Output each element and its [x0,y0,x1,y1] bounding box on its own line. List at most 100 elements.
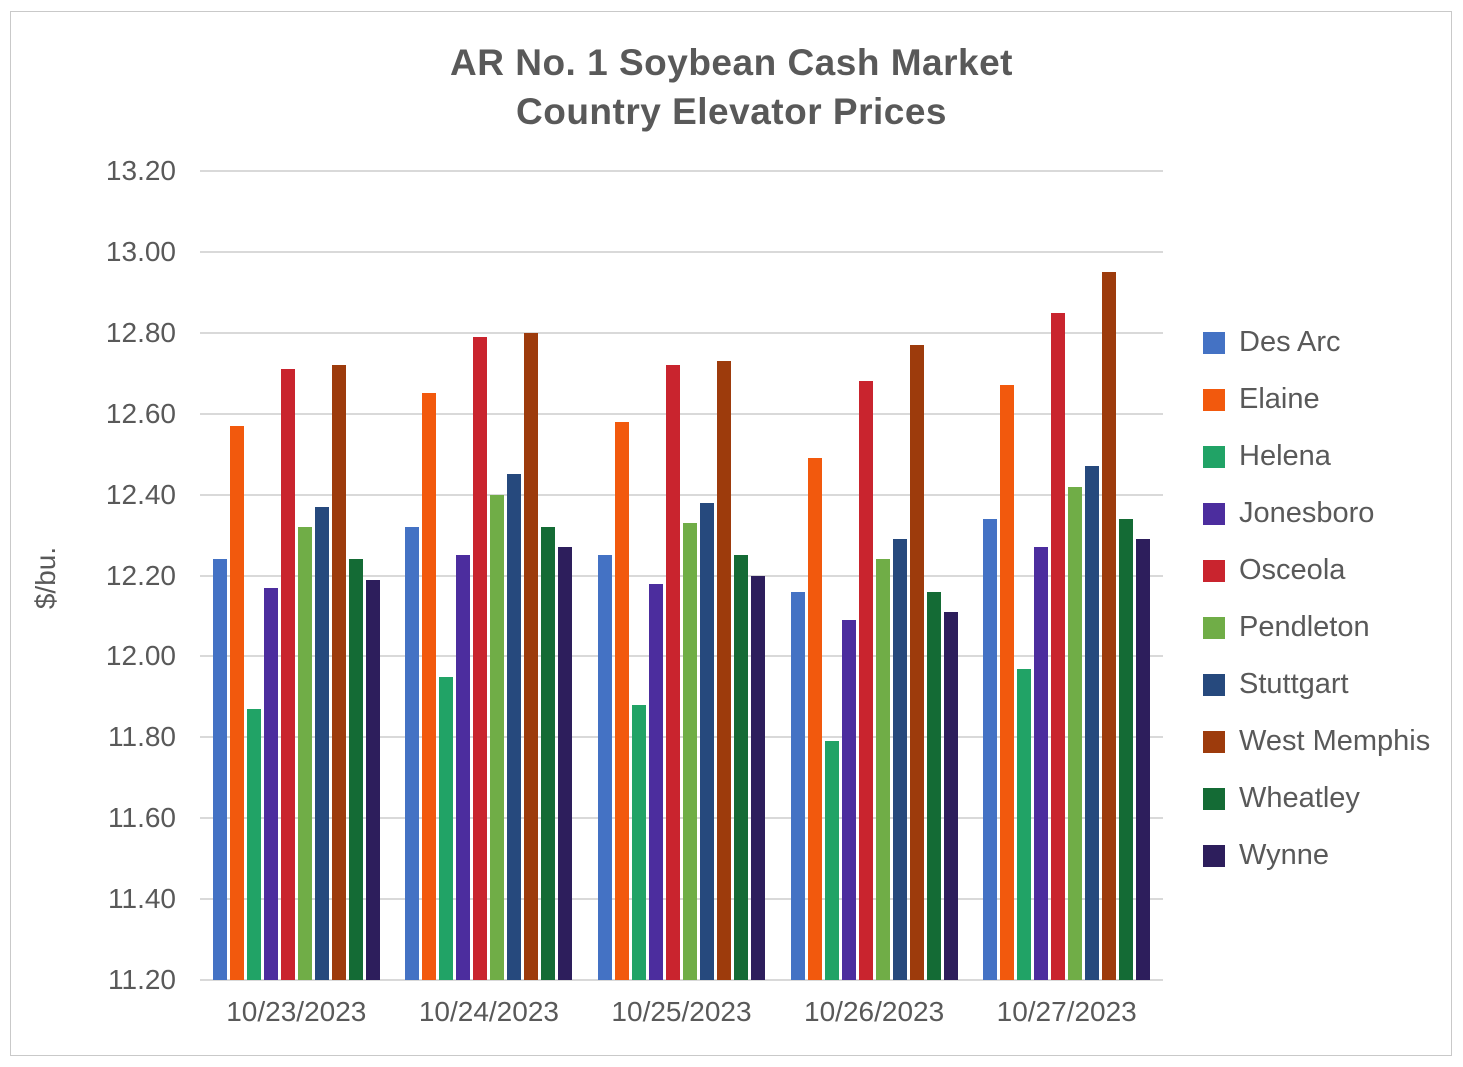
bar [365,579,380,980]
bar [1119,518,1134,980]
y-axis-tick-label: 13.00 [105,235,176,267]
legend-label: Pendleton [1239,611,1370,643]
bar [1051,312,1066,980]
bar [632,704,646,980]
gridline [200,250,1163,253]
y-axis-tick-label: 12.00 [105,640,176,672]
x-axis-tick-label: 10/24/2023 [418,996,559,1027]
bar [473,336,488,980]
bar [456,555,471,980]
bar [649,583,663,980]
legend-swatch [1203,730,1225,753]
legend-item: Osceola [1203,554,1430,586]
bar [1000,385,1015,980]
y-axis-tick-label: 12.40 [105,478,176,510]
legend-swatch [1203,559,1225,582]
gridline [200,979,1163,981]
legend-label: West Memphis [1239,725,1431,757]
gridline [200,655,1163,658]
bar [541,526,556,980]
legend-label: Jonesboro [1239,497,1375,529]
gridline [200,817,1163,820]
legend-label: Stuttgart [1239,668,1349,700]
y-axis-tick-label: 11.40 [108,883,176,915]
chart-subtitle: Country Elevator Prices [516,91,947,132]
bar [717,361,731,980]
bar [1136,539,1151,980]
legend-label: Osceola [1239,554,1346,586]
y-axis-tick-label: 13.20 [105,155,176,186]
legend-label: Wheatley [1239,782,1360,814]
bar [824,741,839,980]
bar [212,559,227,980]
bar [926,591,941,980]
legend-item: Wynne [1203,839,1430,871]
chart-frame [10,11,1452,1056]
legend-item: Helena [1203,440,1430,472]
bar [751,575,765,980]
bar [598,555,612,980]
bar [507,474,522,980]
bar [348,559,363,980]
y-axis-tick-label: 11.60 [108,802,176,834]
legend-item: Des Arc [1203,326,1430,358]
legend-item: Wheatley [1203,782,1430,814]
legend-swatch [1203,502,1225,525]
legend-item: Elaine [1203,383,1430,415]
bar [524,332,539,980]
bar [807,458,822,980]
bar-group [983,171,1151,980]
bar [683,522,697,980]
bar [490,494,505,980]
gridline [200,898,1163,901]
bar [615,421,629,980]
bar [229,425,244,980]
y-axis-tick-label: 11.80 [108,721,176,753]
legend-swatch [1203,445,1225,468]
bar [1034,547,1049,980]
bar [983,518,998,980]
legend-swatch [1203,331,1225,354]
bar [875,559,890,980]
bar [422,393,437,980]
y-axis-tick-label: 12.60 [105,397,176,429]
bar [841,620,856,980]
gridline [200,736,1163,739]
y-axis-tick-label: 12.80 [105,316,176,348]
bar-group [405,171,573,980]
bar [1068,486,1083,980]
x-axis-tick-label: 10/27/2023 [996,996,1137,1027]
bar [858,381,873,980]
bar-group [212,171,380,980]
bar [263,587,278,980]
x-axis-tick-label: 10/25/2023 [611,996,752,1027]
legend-label: Des Arc [1239,326,1341,358]
gridline [200,412,1163,415]
gridline [200,574,1163,577]
legend-swatch [1203,616,1225,639]
bar [280,369,295,980]
bar [1102,272,1117,980]
x-axis-tick-label: 10/26/2023 [804,996,945,1027]
plot-area: 13.20 13.00 12.80 12.60 12.40 12.20 12.00 11.80… [106,155,1163,1027]
legend-label: Elaine [1239,383,1320,415]
gridline [200,170,1163,172]
bar [297,526,312,980]
chart-title: AR No. 1 Soybean Cash Market [450,42,1013,83]
legend-item: Stuttgart [1203,668,1430,700]
bar [1085,466,1100,980]
bar-group [598,171,765,980]
bar [1017,668,1032,980]
bar [790,591,805,980]
legend-swatch [1203,388,1225,411]
bar [246,709,261,980]
x-axis-tick-label: 10/23/2023 [226,996,367,1027]
y-axis-tick-label: 12.20 [105,559,176,591]
legend-label: Wynne [1239,839,1330,871]
legend-swatch [1203,787,1225,810]
bar [943,611,958,980]
title-block: AR No. 1 Soybean Cash Market Country Ele… [0,38,1463,136]
bar [405,526,420,980]
gridline [200,331,1163,334]
